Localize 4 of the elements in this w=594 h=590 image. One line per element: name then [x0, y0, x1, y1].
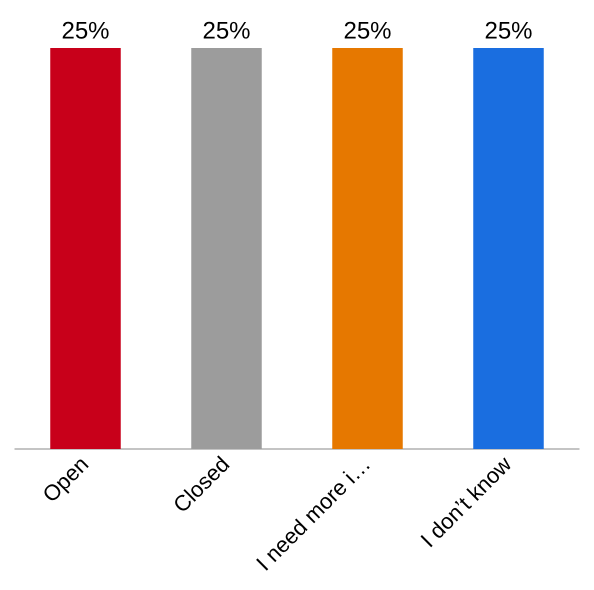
data-label: 25% — [343, 18, 392, 45]
data-label: 25% — [61, 18, 110, 45]
data-label: 25% — [484, 18, 533, 45]
data-label: 25% — [202, 18, 251, 45]
